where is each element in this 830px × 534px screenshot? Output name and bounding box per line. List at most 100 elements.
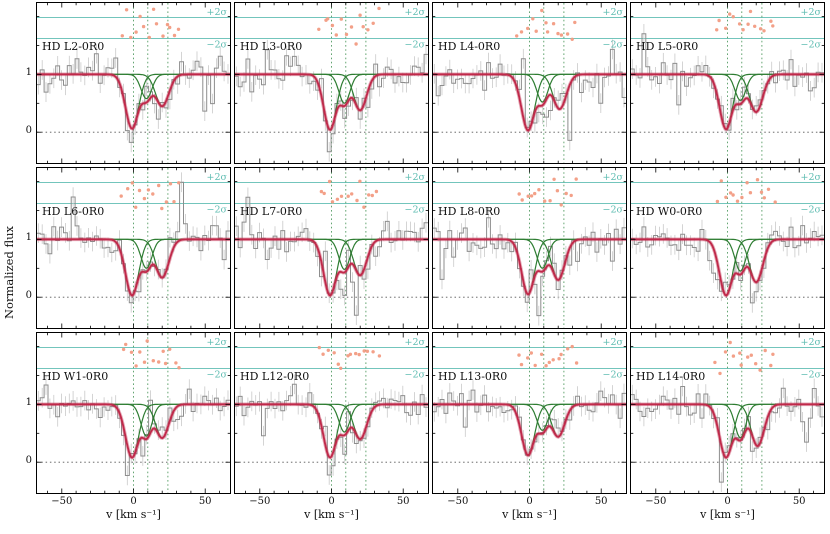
residual-dot <box>718 371 722 376</box>
plot-area <box>235 168 428 328</box>
residual-dot <box>362 349 366 353</box>
residual-dot <box>762 29 766 33</box>
residual-dot <box>529 194 534 198</box>
residual-dot <box>350 192 354 196</box>
fit-curve <box>631 238 824 297</box>
residual-dot <box>317 27 321 31</box>
residual-dot <box>335 197 340 201</box>
residual-dot <box>769 19 773 23</box>
residual-dot <box>142 196 147 201</box>
panel-hd-l8-0r0: HD L8-0R0 +2σ −2σ <box>432 167 627 329</box>
panel-label: HD L2-0R0 <box>42 40 104 53</box>
residual-dot <box>728 191 733 195</box>
residual-dot <box>134 364 138 368</box>
residual-dot <box>367 193 371 197</box>
residual-dot <box>326 348 330 352</box>
residual-dot <box>724 26 728 30</box>
residual-dot <box>339 17 343 21</box>
fit-curve <box>235 238 428 297</box>
residual-dot <box>358 179 362 183</box>
residual-dot <box>134 30 138 34</box>
plus-two-sigma-label: +2σ <box>603 172 624 183</box>
fit-curve <box>37 238 230 297</box>
residual-dot <box>176 27 181 31</box>
y-axis-label: Normalized flux <box>2 225 16 319</box>
residual-dot <box>357 352 361 357</box>
residual-dot <box>177 366 181 370</box>
panel-hd-l14-0r0: HD L14-0R0 +2σ −2σ <box>630 332 825 494</box>
residual-dot <box>142 360 147 364</box>
plus-two-sigma-label: +2σ <box>207 172 228 183</box>
residual-dot <box>517 192 521 196</box>
residual-dot <box>354 351 358 356</box>
residual-dot <box>724 195 728 199</box>
minus-two-sigma-label: −2σ <box>207 369 228 380</box>
residual-dot <box>548 199 552 203</box>
residual-dot <box>759 190 764 194</box>
residual-dot <box>366 28 370 32</box>
residual-dot <box>564 191 568 196</box>
x-tick-label: −50 <box>447 496 469 507</box>
residual-dot <box>758 368 762 372</box>
residual-dot <box>557 357 561 361</box>
residual-dot <box>374 189 379 194</box>
x-tick-label: −50 <box>51 496 73 507</box>
residual-dot <box>365 349 370 353</box>
residual-dot <box>119 194 123 198</box>
residual-dot <box>339 366 343 370</box>
residual-dot <box>754 362 758 366</box>
panel-hd-l3-0r0: HD L3-0R0 +2σ −2σ <box>234 2 429 164</box>
plot-area <box>433 3 626 163</box>
plot-area <box>433 168 626 328</box>
residual-dot <box>157 360 161 364</box>
plot-area <box>433 333 626 493</box>
residual-dot <box>336 362 340 366</box>
panel-label: HD L3-0R0 <box>240 40 302 53</box>
fit-curve <box>37 73 230 130</box>
residual-dot <box>766 187 771 191</box>
residual-dot <box>773 200 777 204</box>
residual-dot <box>161 349 165 353</box>
residual-dot <box>573 20 577 25</box>
residual-dot <box>728 340 732 345</box>
panel-hd-l13-0r0: HD L13-0R0 +2σ −2σ <box>432 332 627 494</box>
spectrum-line <box>235 383 428 476</box>
plus-two-sigma-label: +2σ <box>207 7 228 18</box>
panel-label: HD L8-0R0 <box>438 205 500 218</box>
y-tick-label: 1 <box>25 397 32 409</box>
minus-two-sigma-label: −2σ <box>603 204 624 215</box>
residual-dot <box>172 200 176 204</box>
residual-dot <box>559 203 563 207</box>
residual-dot <box>731 193 735 197</box>
residual-dot <box>519 362 524 367</box>
plus-two-sigma-label: +2σ <box>801 7 822 18</box>
residual-dot <box>731 354 736 358</box>
residual-dot <box>330 200 335 204</box>
residual-dot <box>151 359 155 363</box>
residual-dot <box>526 194 530 198</box>
plot-area <box>235 3 428 163</box>
panel-hd-l12-0r0: HD L12-0R0 +2σ −2σ <box>234 332 429 494</box>
residual-dot <box>545 30 550 34</box>
x-tick-label: 0 <box>328 496 335 507</box>
residual-dot <box>748 9 753 14</box>
residual-dot <box>738 351 742 355</box>
residual-dot <box>321 352 325 356</box>
panel-label: HD W0-0R0 <box>636 205 702 218</box>
residual-dot <box>322 191 326 196</box>
residual-dot <box>533 191 537 196</box>
y-tick-label: 1 <box>25 232 32 244</box>
plot-area <box>631 3 824 163</box>
x-axis-label: v [km s⁻¹] <box>700 508 755 521</box>
residual-dot <box>151 192 155 196</box>
residual-dot <box>771 352 775 356</box>
spectrum-line <box>433 48 626 141</box>
residual-dot <box>552 177 556 181</box>
spectrum-line <box>433 389 626 456</box>
minus-two-sigma-label: −2σ <box>801 39 822 50</box>
panel-hd-w1-0r0: HD W1-0R0 +2σ −2σ <box>36 332 231 494</box>
y-tick-label: 1 <box>25 67 32 79</box>
plus-two-sigma-label: +2σ <box>405 7 426 18</box>
residual-dot <box>719 179 723 183</box>
residual-dot <box>534 29 538 33</box>
